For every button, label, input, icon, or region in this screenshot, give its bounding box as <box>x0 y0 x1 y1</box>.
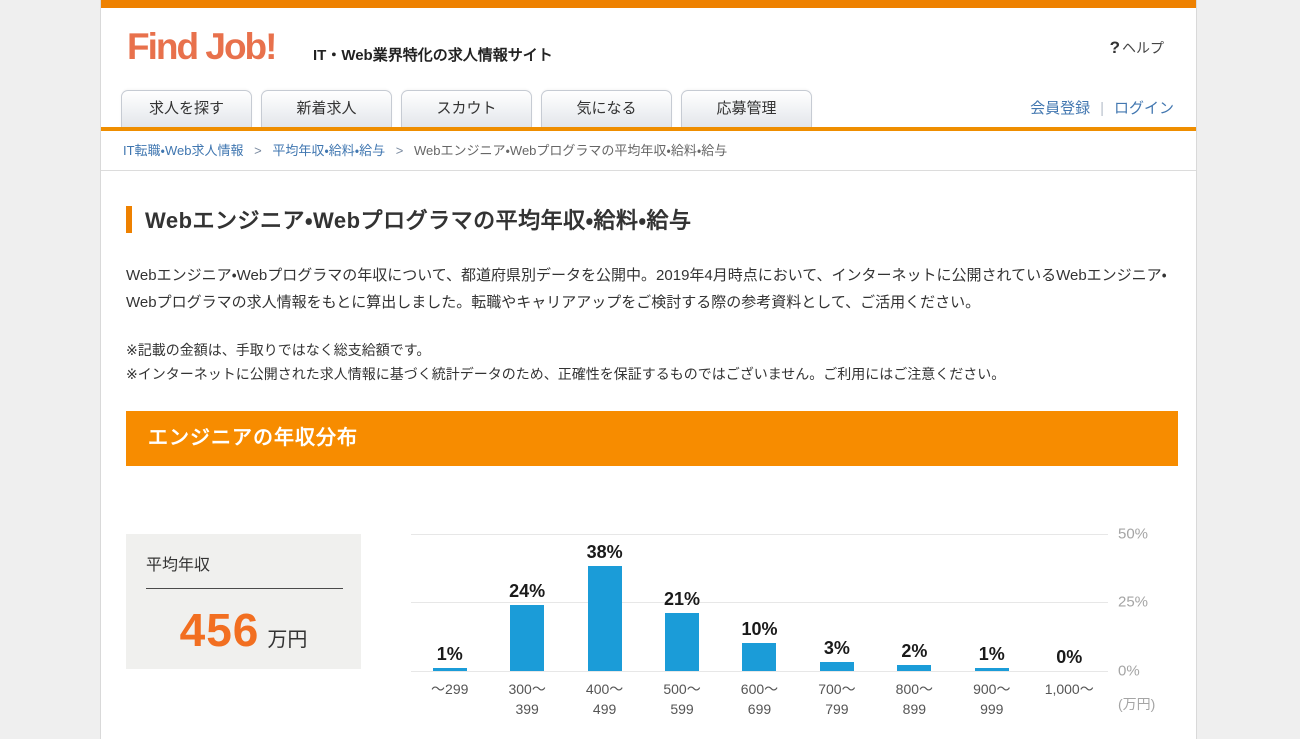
bar-value-label: 38% <box>586 542 623 563</box>
auth-divider: | <box>1100 100 1104 117</box>
tab-applications[interactable]: 応募管理 <box>681 90 812 127</box>
bar <box>897 665 932 671</box>
bar-value-label: 10% <box>741 619 778 640</box>
bar <box>665 613 700 671</box>
breadcrumb-current: Webエンジニア・Webプログラマの平均年収・給料・給与 <box>414 143 728 158</box>
bar-value-label: 3% <box>823 638 850 659</box>
login-link[interactable]: ログイン <box>1113 100 1174 117</box>
bar-value-label: 1% <box>978 643 1005 664</box>
salary-distribution-chart: 1% 24% 38% 21% 10% 3% 2% 1% 0% 0% 25% 50% ～299 300～… <box>411 525 1178 729</box>
average-salary-label: 平均年収 <box>146 556 211 574</box>
bar <box>819 662 854 671</box>
bar-value-label: 24% <box>509 580 546 601</box>
auth-links: 会員登録 | ログイン <box>1030 97 1174 118</box>
note-line: ※インターネットに公開された求人情報に基づく統計データのため、正確性を保証するも… <box>126 365 1006 382</box>
chart-bar-column: 1% <box>411 534 488 671</box>
content-area: Find Job! IT・Web業界特化の求人情報サイト ? ヘルプ 求人を探す … <box>100 0 1197 739</box>
main-content: Webエンジニア・Webプログラマの平均年収・給料・給与 Webエンジニア・We… <box>101 203 1196 739</box>
x-axis-category-label: 400～ 499 <box>585 680 624 717</box>
tab-scout[interactable]: スカウト <box>401 90 532 127</box>
breadcrumb-link-home[interactable]: IT転職・Web求人情報 <box>123 143 244 158</box>
breadcrumb: IT転職・Web求人情報 > 平均年収・給料・給与 > Webエンジニア・Web… <box>101 131 1196 171</box>
help-label: ヘルプ <box>1122 40 1164 56</box>
gridline <box>411 602 1108 604</box>
x-axis-category-label: ～299 <box>431 680 469 697</box>
tab-search-jobs[interactable]: 求人を探す <box>121 90 252 127</box>
bar <box>432 667 467 671</box>
bar <box>510 604 545 671</box>
intro-paragraph: Webエンジニア・Webプログラマの年収について、都道府県別データを公開中。20… <box>126 267 1167 311</box>
chart-x-axis: ～299 300～ 399 400～ 499 500～ 599 600～ 699 700～ 799 8… <box>411 679 1108 720</box>
average-salary-box: 平均年収 456 万円 <box>126 533 361 669</box>
bar-value-label: 0% <box>1056 646 1083 667</box>
chart-bar-column: 24% <box>488 534 565 671</box>
x-axis-category-label: 700～ 799 <box>818 680 856 717</box>
site-logo[interactable]: Find Job! <box>127 26 277 67</box>
note-line: ※記載の金額は、手取りではなく総支給額です。 <box>126 342 431 358</box>
breadcrumb-separator: > <box>254 143 262 158</box>
gridline <box>411 670 1108 672</box>
chart-bar-column: 10% <box>721 534 798 671</box>
bar <box>587 566 622 671</box>
average-value-row: 456 万円 <box>126 603 361 657</box>
chart-bars: 1% 24% 38% 21% 10% 3% 2% 1% 0% <box>411 534 1108 671</box>
chart-bar-column: 21% <box>643 534 720 671</box>
x-axis-category-label: 600～ 699 <box>740 680 779 717</box>
tab-new-jobs[interactable]: 新着求人 <box>261 90 392 127</box>
x-axis-category-label: 300～ 399 <box>508 680 546 717</box>
top-orange-bar <box>101 0 1196 8</box>
breadcrumb-separator: > <box>395 143 404 158</box>
bar <box>742 643 777 671</box>
page-title-block: Webエンジニア・Webプログラマの平均年収・給料・給与 <box>126 203 1178 235</box>
average-salary-unit: 万円 <box>267 628 308 651</box>
x-axis-category-label: 900～ 999 <box>973 680 1011 717</box>
x-axis-unit-label: (万円) <box>1118 695 1156 712</box>
salary-row: 平均年収 456 万円 1% 24% 38% 21% 10% 3% 2% 1% 0% 0% 25% 5… <box>126 525 1178 729</box>
y-axis-tick-label: 0% <box>1118 662 1140 680</box>
nav-tabs: 求人を探す 新着求人 スカウト 気になる 応募管理 <box>121 90 812 127</box>
section-header-salary-distribution: エンジニアの年収分布 <box>126 410 1178 466</box>
notes-block: ※記載の金額は、手取りではなく総支給額です。 ※インターネットに公開された求人情… <box>126 339 1178 387</box>
chart-bar-column: 3% <box>798 534 875 671</box>
bar <box>974 667 1009 671</box>
chart-bar-column: 0% <box>1031 534 1108 671</box>
chart-bar-column: 1% <box>953 534 1030 671</box>
x-axis-category-label: 1,000～ <box>1044 680 1094 697</box>
x-axis-category-label: 500～ 599 <box>663 680 701 717</box>
average-salary-value: 456 <box>179 603 260 656</box>
help-link[interactable]: ? ヘルプ <box>1110 38 1164 58</box>
site-tagline: IT・Web業界特化の求人情報サイト <box>313 47 553 64</box>
average-box-divider <box>146 587 343 589</box>
main-navigation: 求人を探す 新着求人 スカウト 気になる 応募管理 会員登録 | ログイン <box>101 88 1196 127</box>
chart-plot-area: 1% 24% 38% 21% 10% 3% 2% 1% 0% <box>411 533 1108 672</box>
chart-bar-column: 2% <box>876 534 953 671</box>
bar-value-label: 2% <box>901 641 928 662</box>
register-link[interactable]: 会員登録 <box>1030 100 1091 117</box>
y-axis-tick-label: 50% <box>1118 525 1149 543</box>
title-accent-bar <box>126 205 132 233</box>
bar-value-label: 1% <box>436 643 463 664</box>
question-icon: ? <box>1109 38 1120 57</box>
gridline <box>411 533 1108 535</box>
y-axis-tick-label: 25% <box>1118 593 1149 611</box>
bar-value-label: 21% <box>664 589 701 610</box>
breadcrumb-link-salary[interactable]: 平均年収・給料・給与 <box>272 143 386 158</box>
chart-bar-column: 38% <box>566 534 643 671</box>
site-header: Find Job! IT・Web業界特化の求人情報サイト ? ヘルプ <box>101 8 1196 88</box>
nav-orange-rule <box>101 127 1196 131</box>
tab-favorites[interactable]: 気になる <box>541 90 672 127</box>
x-axis-category-label: 800～ 899 <box>895 680 934 717</box>
page-title: Webエンジニア・Webプログラマの平均年収・給料・給与 <box>145 208 692 233</box>
